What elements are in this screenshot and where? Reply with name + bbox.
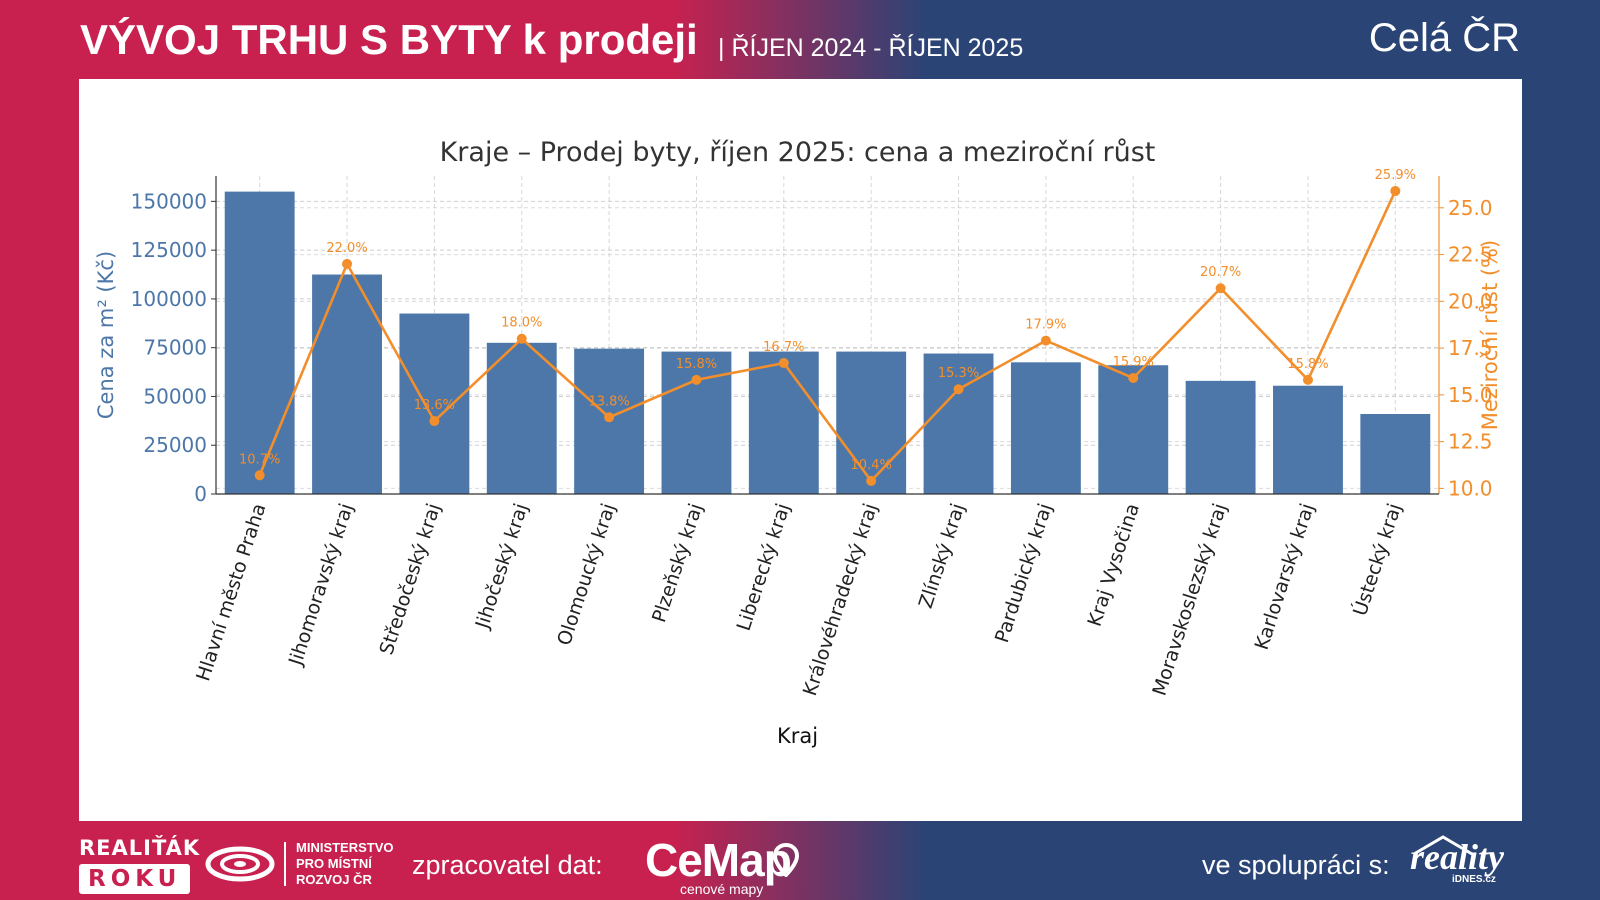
- y-tick-label: 100000: [131, 287, 207, 311]
- x-tick-label: Středočeský kraj: [376, 501, 446, 658]
- bar: [486, 342, 557, 494]
- x-tick-label: Královéhradecký kraj: [799, 501, 882, 699]
- realitak-line1: REALIŤÁK: [79, 836, 201, 860]
- page-title: VÝVOJ TRHU S BYTY k prodeji: [80, 16, 698, 63]
- y2-tick-label: 25.0: [1448, 196, 1493, 220]
- bar: [748, 351, 819, 494]
- y-tick-label: 75000: [143, 336, 207, 360]
- ministry-line2: PRO MÍSTNÍ: [296, 856, 372, 871]
- y2-axis-title: Meziroční růst (%): [1478, 240, 1502, 430]
- growth-point: [429, 416, 440, 427]
- x-tick-label: Karlovarský kraj: [1251, 501, 1319, 653]
- y2-tick-label: 17.5: [1448, 336, 1493, 360]
- house-roof-icon: [1413, 835, 1473, 856]
- growth-point: [1302, 374, 1313, 385]
- growth-data-label: 17.9%: [1025, 318, 1066, 333]
- cemap-logo: CeMap cenové mapy: [645, 833, 799, 897]
- y-axis-title: Cena za m² (Kč): [94, 251, 118, 419]
- date-range-subtitle: | ŘÍJEN 2024 - ŘÍJEN 2025: [718, 34, 1024, 62]
- growth-data-label: 15.9%: [1113, 355, 1154, 370]
- cooperation-label: ve spolupráci s:: [1202, 850, 1390, 880]
- growth-point: [516, 333, 527, 344]
- growth-point: [1215, 283, 1226, 294]
- ministry-logo-icon: [205, 846, 275, 882]
- growth-data-label: 15.8%: [676, 357, 717, 372]
- bar: [1098, 365, 1169, 494]
- x-tick-label: Olomoucký kraj: [553, 501, 620, 648]
- y-tick-label: 0: [194, 482, 207, 506]
- growth-point: [1040, 335, 1051, 346]
- growth-data-label: 15.8%: [1287, 357, 1328, 372]
- y-tick-label: 50000: [143, 384, 207, 408]
- y2-tick-label: 20.0: [1448, 289, 1493, 313]
- x-tick-label: Moravskoslezský kraj: [1148, 501, 1231, 699]
- y2-tick-label: 15.0: [1448, 383, 1493, 407]
- growth-point: [778, 358, 789, 369]
- growth-data-label: 22.0%: [326, 241, 367, 256]
- reality-domain: iDNES.cz: [1452, 874, 1496, 885]
- processor-label: zpracovatel dat:: [412, 850, 603, 880]
- ministry-line1: MINISTERSTVO: [296, 840, 394, 855]
- realitak-roku-logo: REALIŤÁK ROKU: [79, 836, 200, 894]
- growth-point: [342, 258, 353, 269]
- growth-line: [258, 190, 1397, 483]
- reality-idnes-logo: reality iDNES.cz: [1410, 835, 1504, 885]
- chart: 0 25000 50000 75000 100000 125000 150000 10.0 12…: [94, 137, 1502, 748]
- bar: [661, 351, 732, 494]
- x-axis-title: Kraj: [777, 724, 818, 748]
- cemap-tagline: cenové mapy: [680, 881, 764, 897]
- growth-data-label: 20.7%: [1200, 265, 1241, 280]
- y-tick-label: 25000: [143, 433, 207, 457]
- growth-point: [691, 374, 702, 385]
- growth-point: [254, 470, 265, 481]
- x-tick-label: Liberecký kraj: [733, 501, 795, 634]
- growth-data-label: 18.0%: [501, 316, 542, 331]
- cemap-name: CeMap: [645, 834, 792, 886]
- growth-point: [953, 384, 964, 395]
- bar: [1360, 414, 1431, 494]
- growth-data-label: 13.8%: [588, 394, 629, 409]
- chart-panel: 0 25000 50000 75000 100000 125000 150000 10.0 12…: [79, 79, 1522, 821]
- growth-data-label: 25.9%: [1375, 168, 1416, 183]
- growth-data-label: 10.4%: [851, 458, 892, 473]
- chart-title: Kraje – Prodej byty, říjen 2025: cena a …: [440, 137, 1156, 168]
- ministry-divider: [284, 842, 286, 886]
- realitak-line2: ROKU: [79, 864, 191, 894]
- x-tick-label: Ústecký kraj: [1347, 500, 1406, 618]
- x-tick-label: Jihočeský kraj: [471, 501, 532, 632]
- y2-tick-label: 22.5: [1448, 243, 1493, 267]
- bar: [1273, 385, 1343, 494]
- bar: [312, 274, 382, 494]
- bar: [224, 191, 295, 494]
- growth-data-label: 16.7%: [763, 340, 804, 355]
- bar: [399, 313, 470, 494]
- growth-point: [1128, 373, 1139, 384]
- bar: [836, 351, 907, 494]
- growth-point: [866, 475, 877, 486]
- growth-point: [604, 412, 615, 423]
- growth-data-label: 10.7%: [239, 452, 280, 467]
- bar: [1010, 362, 1081, 494]
- y2-tick-label: 12.5: [1448, 430, 1493, 454]
- growth-point: [1390, 185, 1401, 196]
- x-tick-label: Plzeňský kraj: [648, 501, 707, 625]
- growth-data-label: 13.6%: [414, 398, 455, 413]
- ministry-logo-text: MINISTERSTVO PRO MÍSTNÍ ROZVOJ ČR: [296, 840, 394, 888]
- y2-tick-label: 10.0: [1448, 476, 1493, 500]
- x-tick-label: Kraj Vysočina: [1084, 501, 1144, 629]
- x-tick-label: Pardubický kraj: [991, 501, 1057, 646]
- ministry-line3: ROZVOJ ČR: [296, 872, 372, 887]
- bar: [1185, 380, 1256, 494]
- y-tick-label: 125000: [131, 238, 207, 262]
- map-pin-icon: [773, 843, 799, 877]
- growth-data-label: 15.3%: [938, 366, 979, 381]
- x-tick-label: Hlavní město Praha: [192, 501, 270, 684]
- x-tick-label: Zlínský kraj: [915, 501, 970, 611]
- y-tick-label: 150000: [131, 189, 207, 213]
- region-label: Celá ČR: [1368, 16, 1520, 60]
- x-tick-label: Jihomoravský kraj: [284, 501, 357, 669]
